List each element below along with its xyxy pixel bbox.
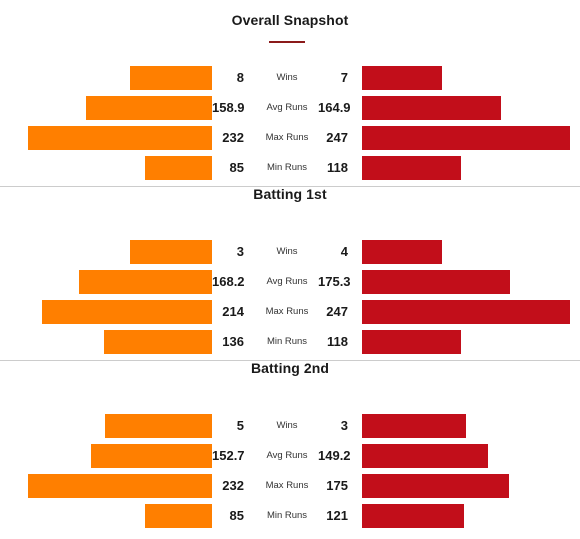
stat-label: Wins — [276, 72, 298, 83]
stat-row: 214 Max Runs 247 — [0, 300, 580, 324]
stat-row: 85 Min Runs 118 — [0, 156, 580, 180]
left-team-value: 8 — [236, 70, 244, 85]
stat-label: Max Runs — [265, 480, 309, 491]
left-team-bar — [86, 96, 212, 120]
stat-label: Wins — [276, 420, 298, 431]
stat-row: 152.7 Avg Runs 149.2 — [0, 444, 580, 468]
stat-label: Min Runs — [266, 510, 308, 521]
section-overall-snapshot: Overall Snapshot 8 Wins 7 158.9 Avg Runs 164.9… — [0, 0, 580, 180]
stat-row: 232 Max Runs 175 — [0, 474, 580, 498]
left-team-bar — [28, 474, 212, 498]
stat-row: 158.9 Avg Runs 164.9 — [0, 96, 580, 120]
left-team-bar — [130, 240, 212, 264]
stat-label: Avg Runs — [266, 450, 308, 461]
right-team-value: 247 — [326, 304, 348, 319]
section-batting-2nd: Batting 2nd 5 Wins 3 152.7 Avg Runs 149.2 232 Ma… — [0, 348, 580, 528]
left-team-value: 85 — [229, 160, 244, 175]
section-batting-1st: Batting 1st 3 Wins 4 168.2 Avg Runs 175.3 214 Ma… — [0, 174, 580, 354]
left-team-value: 152.7 — [212, 448, 245, 463]
left-team-value: 85 — [229, 508, 244, 523]
left-team-bar — [145, 504, 212, 528]
right-team-bar — [362, 156, 461, 180]
section-title: Batting 1st — [253, 186, 327, 202]
right-team-value: 3 — [340, 418, 348, 433]
left-team-value: 158.9 — [212, 100, 245, 115]
stat-label: Wins — [276, 246, 298, 257]
right-team-value: 118 — [327, 160, 348, 175]
right-team-bar — [362, 414, 466, 438]
left-team-bar — [104, 330, 212, 354]
section-title: Overall Snapshot — [231, 12, 349, 28]
left-team-bar — [145, 156, 212, 180]
stat-label: Max Runs — [265, 306, 309, 317]
left-team-bar — [130, 66, 212, 90]
stat-label: Min Runs — [266, 336, 308, 347]
right-team-bar — [362, 300, 570, 324]
left-team-bar — [28, 126, 212, 150]
left-team-value: 168.2 — [212, 274, 245, 289]
stat-row: 8 Wins 7 — [0, 66, 580, 90]
left-team-value: 136 — [222, 334, 244, 349]
left-team-value: 5 — [236, 418, 244, 433]
left-team-bar — [105, 414, 212, 438]
right-team-value: 118 — [327, 334, 348, 349]
right-team-value: 7 — [340, 70, 348, 85]
right-team-value: 149.2 — [318, 448, 351, 463]
stat-row: 168.2 Avg Runs 175.3 — [0, 270, 580, 294]
right-team-bar — [362, 240, 442, 264]
right-team-value: 247 — [326, 130, 348, 145]
right-team-value: 164.9 — [318, 100, 351, 115]
right-team-bar — [362, 270, 510, 294]
section-divider — [0, 360, 580, 361]
right-team-value: 4 — [340, 244, 348, 259]
stat-label: Min Runs — [266, 162, 308, 173]
right-team-bar — [362, 126, 570, 150]
section-title: Batting 2nd — [250, 360, 330, 376]
right-team-bar — [362, 474, 509, 498]
stat-label: Avg Runs — [266, 276, 308, 287]
right-team-bar — [362, 504, 464, 528]
stat-label: Avg Runs — [266, 102, 308, 113]
left-team-value: 3 — [236, 244, 244, 259]
stat-row: 136 Min Runs 118 — [0, 330, 580, 354]
right-team-bar — [362, 330, 461, 354]
stat-row: 85 Min Runs 121 — [0, 504, 580, 528]
left-team-value: 232 — [222, 130, 244, 145]
right-team-value: 175 — [326, 478, 348, 493]
left-team-bar — [79, 270, 212, 294]
left-team-value: 214 — [222, 304, 244, 319]
right-team-bar — [362, 66, 442, 90]
section-divider — [0, 186, 580, 187]
left-team-bar — [91, 444, 212, 468]
right-team-value: 121 — [326, 508, 348, 523]
right-team-bar — [362, 444, 488, 468]
stat-row: 232 Max Runs 247 — [0, 126, 580, 150]
stat-row: 5 Wins 3 — [0, 414, 580, 438]
right-team-value: 175.3 — [318, 274, 351, 289]
left-team-value: 232 — [222, 478, 244, 493]
stat-label: Max Runs — [265, 132, 309, 143]
left-team-bar — [42, 300, 212, 324]
stat-row: 3 Wins 4 — [0, 240, 580, 264]
right-team-bar — [362, 96, 501, 120]
title-underline — [269, 41, 305, 43]
